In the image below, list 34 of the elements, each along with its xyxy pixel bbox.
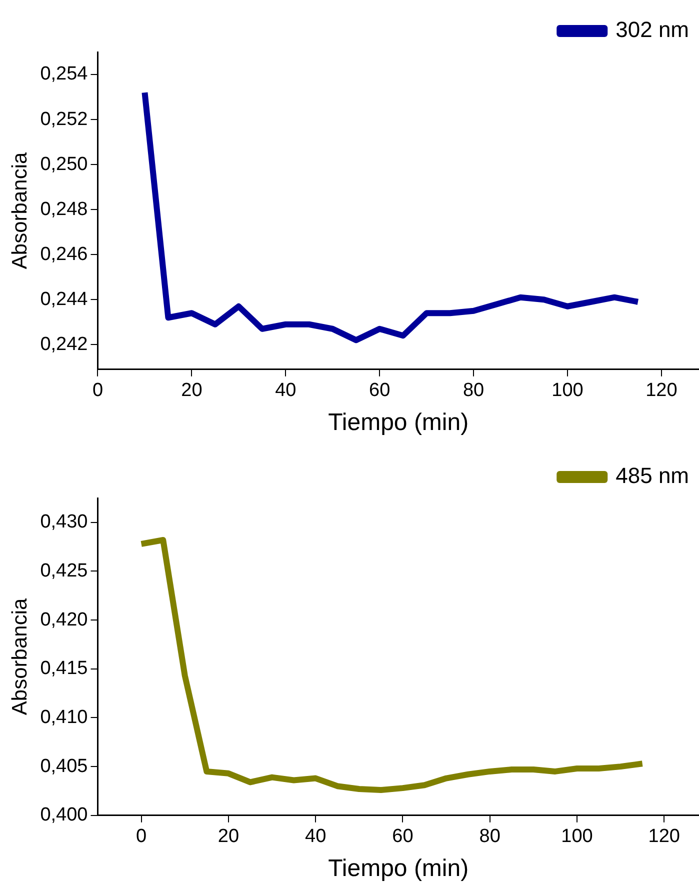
y-tick-label: 0,248 [40, 198, 88, 220]
y-tick-label: 0,405 [40, 756, 88, 777]
y-tick-label: 0,425 [40, 560, 88, 582]
y-tick-label: 0,415 [40, 658, 88, 680]
y-tick-label: 0,254 [40, 64, 88, 85]
x-tick-label: 60 [392, 826, 414, 848]
y-tick-label: 0,246 [40, 244, 88, 265]
x-tick-label: 80 [462, 380, 484, 402]
x-tick-label: 120 [646, 380, 678, 402]
x-tick-label: 100 [561, 826, 593, 848]
x-axis-title: Tiempo (min) [328, 855, 469, 882]
x-tick-label: 0 [136, 826, 147, 848]
x-tick-label: 0 [92, 380, 104, 402]
y-tick-label: 0,250 [40, 154, 88, 175]
y-tick-label: 0,400 [40, 804, 88, 826]
y-tick-label: 0,252 [40, 108, 88, 130]
y-tick-label: 0,420 [40, 609, 88, 630]
x-axis-title: Tiempo (min) [328, 409, 469, 436]
y-tick-label: 0,430 [40, 512, 88, 533]
y-axis-title: Absorbancia [8, 598, 32, 716]
legend-label: 302 nm [616, 17, 690, 42]
y-tick-label: 0,244 [40, 288, 88, 310]
y-tick-label: 0,242 [40, 334, 88, 355]
x-tick-label: 20 [181, 380, 202, 402]
x-tick-label: 20 [218, 826, 240, 848]
x-tick-label: 100 [552, 380, 584, 402]
x-tick-label: 120 [648, 826, 680, 848]
y-tick-label: 0,410 [40, 706, 88, 728]
x-tick-label: 60 [369, 380, 390, 402]
x-tick-label: 80 [479, 826, 500, 848]
y-axis-title: Absorbancia [8, 152, 32, 270]
x-tick-label: 40 [275, 380, 296, 402]
x-tick-label: 40 [305, 826, 326, 848]
legend-label: 485 nm [616, 463, 690, 488]
